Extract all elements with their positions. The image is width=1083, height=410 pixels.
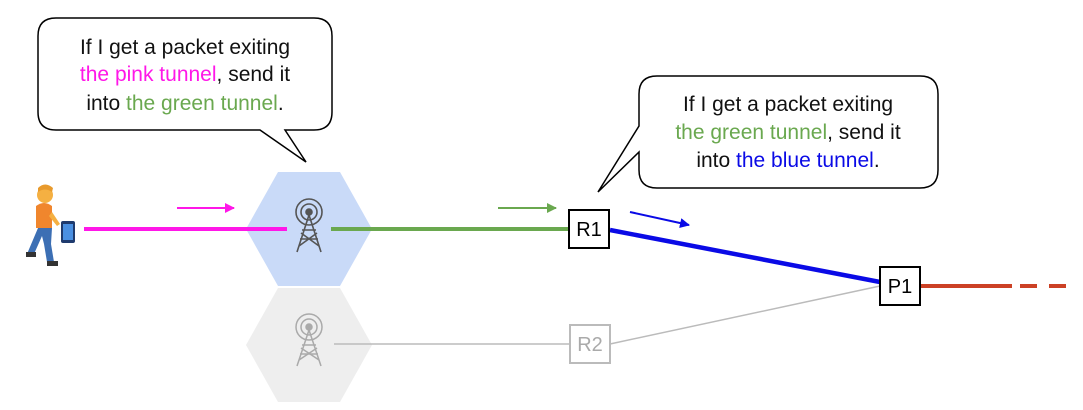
bubble1-line2: the pink tunnel, send it [80,63,290,86]
bubble2-line1: If I get a packet exiting [683,93,893,116]
router-r2: R2 [569,324,611,364]
router-r1: R1 [568,209,610,249]
router-p1: P1 [879,266,921,306]
speech-bubble-tower [37,17,333,163]
speech-bubble-r1 [597,75,939,193]
inactive-radio-tower-icon [295,313,323,367]
bubble1-line3: into the green tunnel. [86,92,283,115]
active-radio-tower-icon [295,198,323,253]
bubble2-blue-tunnel-ref: the blue tunnel [736,149,874,172]
bubble1-line1: If I get a packet exiting [80,36,290,59]
router-r1-label: R1 [576,219,602,241]
router-r2-label: R2 [577,334,603,356]
active-tower-hexagon [246,172,372,286]
inactive-link-r2-p1 [609,285,881,345]
blue-tunnel [609,227,881,285]
bubble2-line3: into the blue tunnel. [696,149,879,172]
blue-direction-arrow [629,211,690,228]
bubble1-pink-tunnel-ref: the pink tunnel [80,63,217,86]
bubble2-line2: the green tunnel, send it [675,121,901,144]
bubble1-green-tunnel-ref: the green tunnel [126,92,278,115]
router-p1-label: P1 [888,276,912,298]
bubble2-green-tunnel-ref: the green tunnel [675,121,827,144]
person-walking-with-phone-icon [26,184,75,266]
